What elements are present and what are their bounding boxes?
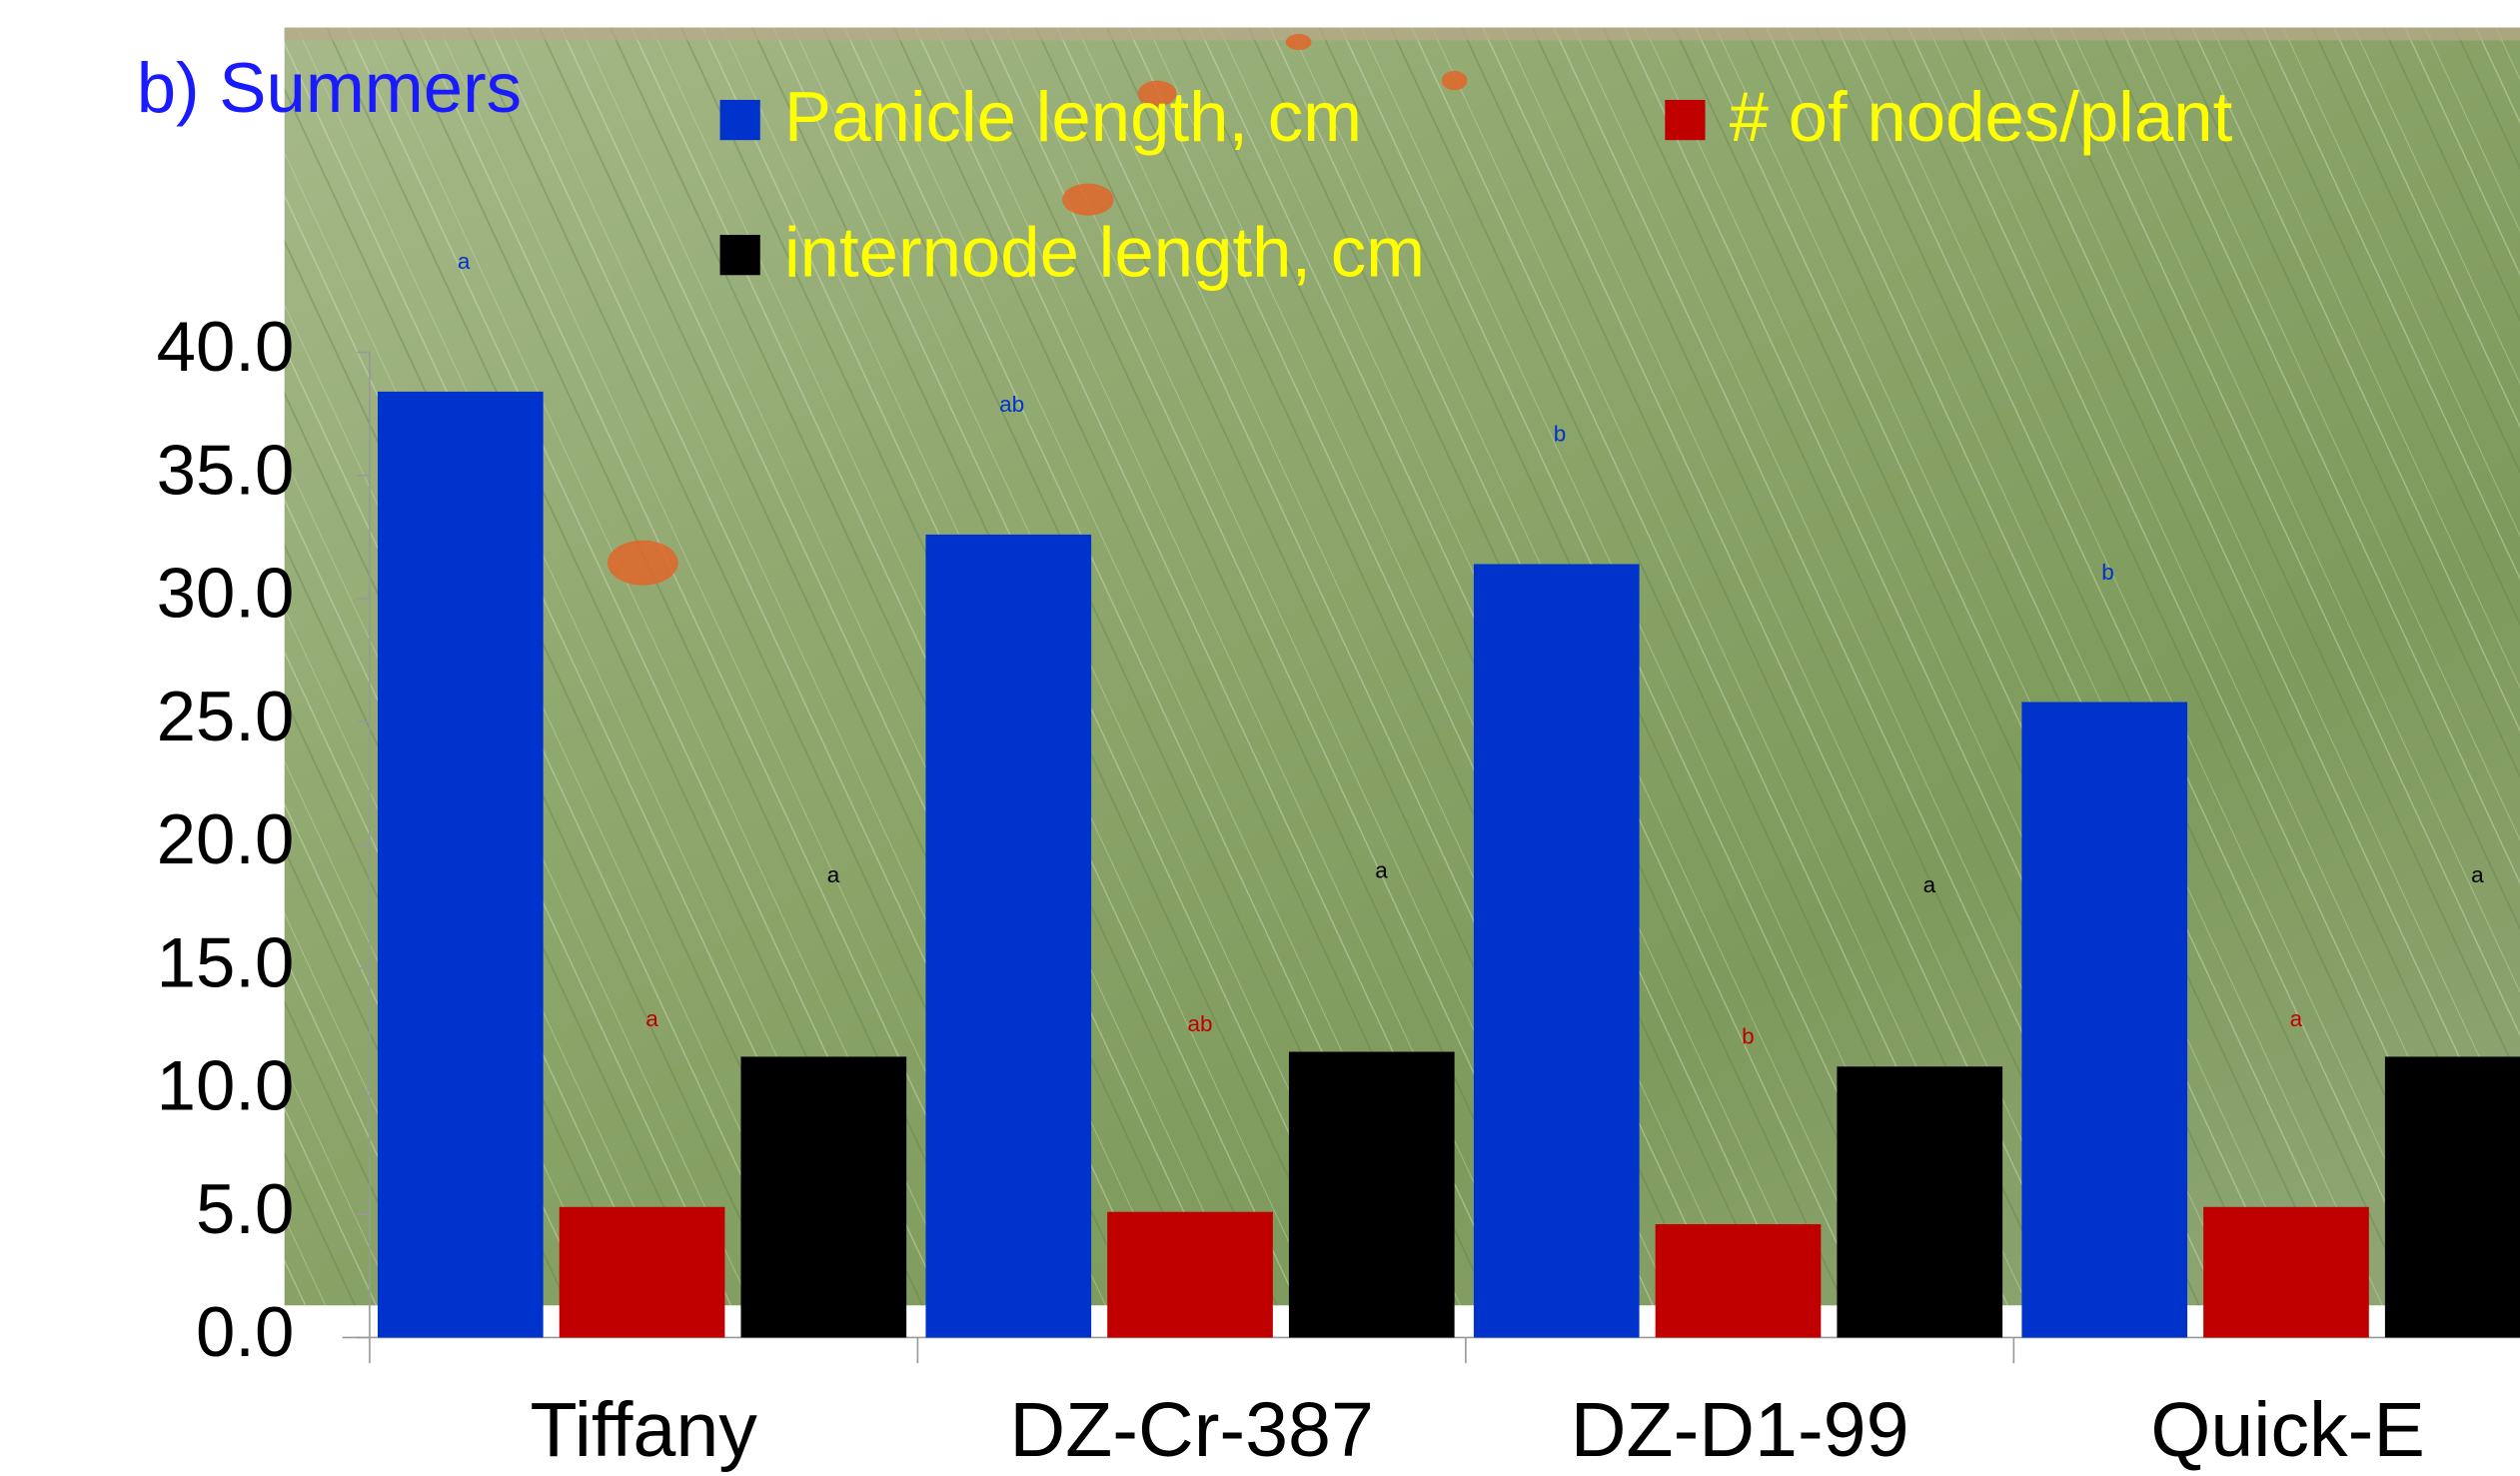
x-tick-label: Quick-E xyxy=(2150,1387,2425,1473)
x-tick-label: DZ-Cr-387 xyxy=(1009,1387,1374,1473)
y-tick-label: 25.0 xyxy=(157,677,295,755)
x-tick-label: DZ-D1-99 xyxy=(1571,1387,1909,1473)
significance-letter: a xyxy=(2290,1006,2303,1031)
bar xyxy=(1474,564,1640,1337)
significance-letter: a xyxy=(2471,862,2484,887)
legend-swatch xyxy=(720,100,760,140)
chart-title: b) Summers xyxy=(137,48,522,127)
y-tick-label: 20.0 xyxy=(157,799,295,878)
legend-label: Panicle length, cm xyxy=(784,77,1362,156)
legend-label: # of nodes/plant xyxy=(1730,77,2233,156)
bar xyxy=(1289,1052,1455,1338)
bar xyxy=(2203,1207,2369,1338)
x-tick-label: Tiffany xyxy=(530,1387,757,1473)
bar xyxy=(925,535,1091,1338)
legend-swatch xyxy=(720,235,760,275)
bar xyxy=(2021,702,2187,1337)
significance-letter: b xyxy=(1554,422,1567,447)
significance-letter: a xyxy=(1923,872,1936,897)
significance-letter: ab xyxy=(999,392,1024,417)
significance-letter: a xyxy=(827,862,840,887)
bar xyxy=(378,392,544,1338)
bar xyxy=(2385,1056,2520,1337)
y-tick-label: 30.0 xyxy=(157,554,295,633)
bar xyxy=(1656,1224,1822,1337)
legend-label: internode length, cm xyxy=(784,212,1425,291)
y-tick-label: 5.0 xyxy=(196,1169,294,1248)
y-tick-label: 10.0 xyxy=(157,1046,295,1125)
significance-letter: ab xyxy=(1187,1011,1212,1036)
legend-swatch xyxy=(1665,100,1705,140)
y-tick-label: 40.0 xyxy=(157,307,295,386)
y-tick-label: 35.0 xyxy=(157,430,295,509)
y-tick-label: 15.0 xyxy=(157,922,295,1001)
bar xyxy=(1837,1066,2002,1337)
bar xyxy=(1107,1212,1273,1338)
y-tick-label: 0.0 xyxy=(196,1292,294,1371)
significance-letter: b xyxy=(1742,1023,1755,1048)
significance-letter: a xyxy=(645,1006,658,1031)
chart: b) Summers 0.0 5.0 10.0 15.0 20.0 25.0 30.0 35.… xyxy=(0,0,2520,1476)
significance-letter: a xyxy=(458,249,471,274)
page: {"chart_data": { "type": "bar", "title":… xyxy=(0,0,2520,1476)
significance-letter: b xyxy=(2101,560,2114,585)
bar xyxy=(740,1056,906,1337)
significance-letter: a xyxy=(1375,857,1388,882)
bar xyxy=(560,1207,725,1338)
